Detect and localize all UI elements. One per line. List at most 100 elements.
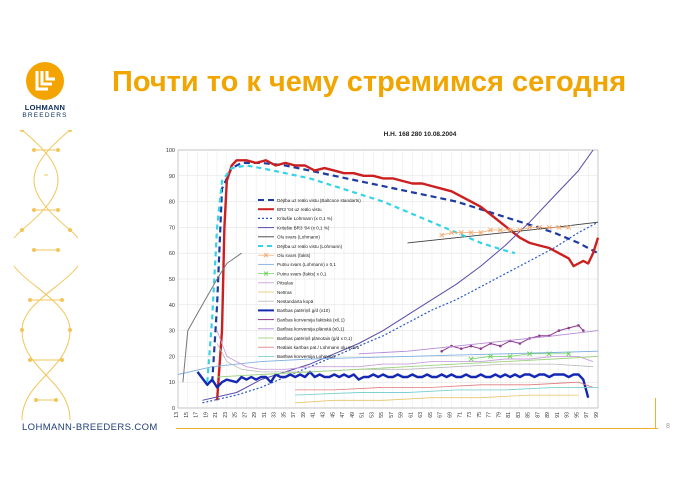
- series-point-marker: [518, 342, 522, 345]
- series-point-marker: [566, 224, 572, 230]
- series-line-8: [177, 350, 599, 375]
- y-tick-label: 70: [169, 225, 175, 231]
- x-tick-label: 75: [477, 412, 483, 418]
- x-tick-label: 63: [418, 412, 424, 418]
- y-tick-label: 40: [169, 303, 175, 309]
- x-tick-label: 65: [428, 412, 434, 418]
- series-line-7: [441, 227, 569, 236]
- legend-label: Barības konversija faktiskā (x0,1): [277, 317, 345, 322]
- series-line-5: [407, 221, 599, 244]
- x-tick-label: 31: [262, 412, 268, 418]
- x-tick-label: 71: [457, 412, 463, 418]
- series-point-marker: [527, 351, 533, 357]
- lohmann-logo-badge-icon: [26, 62, 64, 100]
- chart-legend: Dējība uz reālo vistu (Baltcoce standart…: [258, 198, 361, 359]
- x-tick-label: 39: [301, 412, 307, 418]
- x-tick-label: 27: [242, 412, 248, 418]
- chart-svg: H.H. 168 280 10.08.2004 0 10 20 30 40 50 60 70 8…: [160, 128, 610, 430]
- x-tick-label: 57: [389, 412, 395, 418]
- series-line-15: [358, 330, 599, 355]
- series-point-marker: [556, 224, 562, 230]
- series-point-marker: [459, 347, 463, 350]
- legend-marker: [263, 271, 269, 276]
- series-line-11: [295, 394, 579, 404]
- x-tick-label: 95: [574, 412, 580, 418]
- footer-divider: [176, 428, 658, 429]
- production-chart: H.H. 168 280 10.08.2004 0 10 20 30 40 50 60 70 8…: [160, 128, 610, 430]
- legend-label: Netīras: [277, 290, 293, 295]
- x-tick-label: 19: [203, 412, 209, 418]
- legend-label: Olu svars (fakts): [277, 253, 311, 258]
- x-tick-label: 81: [506, 412, 512, 418]
- series-point-marker: [497, 227, 503, 233]
- legend-label: Dējība uz reālo vistu (Baltcoce standart…: [277, 198, 361, 203]
- legend-marker: [263, 252, 269, 258]
- x-tick-label: 43: [321, 412, 327, 418]
- x-tick-label: 51: [360, 412, 366, 418]
- y-tick-label: 90: [169, 174, 175, 180]
- x-tick-label: 37: [291, 412, 297, 418]
- legend-label: Reālais karības pat./ Lohmann olu svaru: [277, 345, 360, 350]
- series-line-13: [196, 370, 590, 399]
- series-point-marker: [507, 353, 513, 359]
- series-point-marker: [577, 324, 580, 327]
- x-axis: 13 15 17 19 21 23 25 27 29 31 33 35 37 39 41 43 45 47 49 51…: [174, 412, 600, 418]
- x-tick-label: 35: [281, 412, 287, 418]
- series-point-marker: [546, 224, 552, 230]
- series-point-marker: [538, 334, 541, 338]
- x-tick-label: 49: [350, 412, 356, 418]
- legend-label: Barības patēriņš g/d (x10): [277, 308, 330, 313]
- x-tick-label: 97: [584, 412, 590, 418]
- legend-label: BR3 '04 uz reālo vistu: [277, 207, 322, 212]
- x-tick-label: 79: [496, 412, 502, 418]
- series-point-marker: [479, 347, 483, 350]
- x-tick-label: 59: [399, 412, 405, 418]
- x-tick-label: 15: [184, 412, 190, 418]
- legend-label: Putnu svars (fakts) x 0,1: [277, 271, 327, 276]
- series-line-18: [295, 386, 598, 396]
- series-point-marker: [478, 230, 484, 236]
- brand-name: LOHMANN: [24, 103, 66, 112]
- legend-label: Barības patēriņš plānotais (g/d x 0,1): [277, 336, 353, 341]
- series-line-2: [215, 159, 600, 401]
- legend-label: Putnu svars (Lohmann) x 0,1: [277, 262, 336, 267]
- series-point-marker: [468, 356, 474, 362]
- series-point-marker: [567, 326, 570, 330]
- series-point-marker: [527, 224, 533, 230]
- series-line-9: [470, 353, 569, 360]
- series-point-marker: [439, 232, 445, 238]
- series-point-marker: [468, 230, 474, 236]
- y-tick-label: 30: [169, 329, 175, 335]
- x-tick-label: 99: [594, 412, 600, 418]
- series-line-16: [217, 355, 599, 378]
- y-tick-label: 10: [169, 380, 175, 386]
- chart-title: H.H. 168 280 10.08.2004: [384, 131, 457, 138]
- x-tick-label: 53: [369, 412, 375, 418]
- series-point-marker: [546, 351, 552, 357]
- series-point-marker: [566, 351, 572, 357]
- series-line-3: [202, 221, 599, 404]
- x-tick-label: 77: [487, 412, 493, 418]
- x-tick-label: 91: [555, 412, 561, 418]
- legend-label: Olu svars (Lohmann): [277, 235, 320, 240]
- series-point-marker: [488, 353, 494, 359]
- footer-url[interactable]: LOHMANN-BREEDERS.COM: [22, 422, 158, 433]
- x-tick-label: 21: [213, 412, 219, 418]
- y-tick-label: 80: [169, 200, 175, 206]
- footer-bracket: [655, 398, 656, 428]
- series-point-marker: [469, 344, 473, 348]
- x-tick-label: 93: [565, 412, 571, 418]
- x-tick-label: 73: [467, 412, 473, 418]
- x-tick-label: 85: [526, 412, 532, 418]
- slide-title: Почти то к чему стремимся сегодня: [112, 66, 627, 98]
- x-tick-label: 23: [223, 412, 229, 418]
- lohmann-logo: LOHMANN BREEDERS: [14, 62, 76, 119]
- y-tick-label: 60: [169, 251, 175, 257]
- x-tick-label: 17: [194, 412, 200, 418]
- legend-label: Pitsulas: [277, 281, 294, 286]
- x-tick-label: 89: [545, 412, 551, 418]
- y-tick-label: 20: [169, 354, 175, 360]
- x-tick-label: 55: [379, 412, 385, 418]
- series-point-marker: [448, 230, 455, 236]
- series-point-marker: [557, 329, 561, 332]
